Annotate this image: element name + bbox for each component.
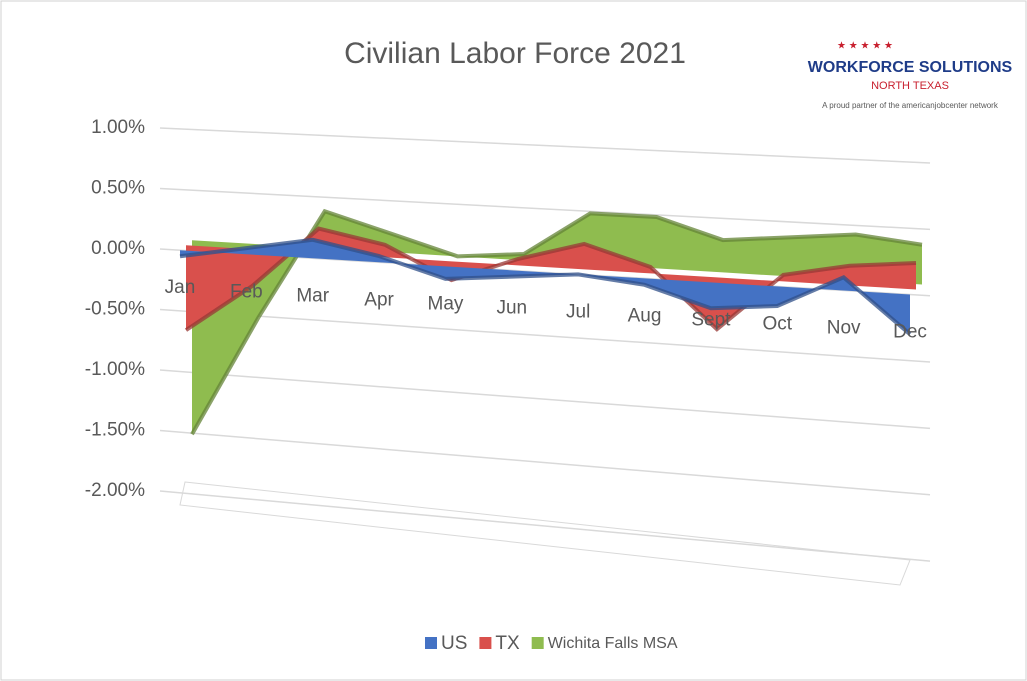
logo-tagline: A proud partner of the americanjobcenter… xyxy=(822,101,999,110)
x-tick-label: Oct xyxy=(762,313,792,334)
legend: US TX Wichita Falls MSA xyxy=(425,633,678,654)
grid-line xyxy=(159,369,931,430)
y-tick-label: 0.00% xyxy=(91,238,145,259)
chart-title: Civilian Labor Force 2021 xyxy=(344,37,686,70)
y-tick-label: -1.00% xyxy=(85,359,145,380)
y-tick-label: -1.50% xyxy=(85,420,145,441)
legend-label: Wichita Falls MSA xyxy=(548,635,678,652)
legend-label: US xyxy=(441,633,467,654)
area-fill xyxy=(192,211,922,435)
x-tick-label: Apr xyxy=(364,289,394,310)
grid-line xyxy=(159,429,931,496)
x-tick-label: Sept xyxy=(691,309,731,330)
y-tick-label: -2.00% xyxy=(85,480,145,501)
logo-stars: ★ ★ ★ ★ ★ xyxy=(837,41,893,52)
grid-line xyxy=(159,490,931,562)
legend-swatch xyxy=(425,637,437,649)
x-tick-label: Jan xyxy=(165,277,196,298)
logo-name: WORKFORCE SOLUTIONS xyxy=(808,59,1013,76)
legend-swatch xyxy=(479,637,492,649)
area-top xyxy=(179,237,912,336)
y-tick-label: 0.50% xyxy=(91,178,145,199)
x-tick-label: May xyxy=(428,293,464,314)
x-tick-label: Dec xyxy=(893,322,927,343)
x-tick-label: Feb xyxy=(230,281,263,302)
legend-swatch xyxy=(531,637,544,649)
x-tick-label: Nov xyxy=(827,317,861,338)
x-tick-label: Mar xyxy=(296,285,329,306)
x-tick-label: Jul xyxy=(566,301,590,322)
area-top xyxy=(184,226,917,332)
floor xyxy=(179,481,911,586)
grid-line xyxy=(159,187,931,231)
grid-line xyxy=(159,127,931,164)
x-tick-label: Jun xyxy=(496,297,527,318)
grid-line xyxy=(159,308,931,363)
logo-region: NORTH TEXAS xyxy=(871,80,949,92)
y-tick-label: 1.00% xyxy=(91,117,145,138)
y-tick-label: -0.50% xyxy=(85,299,145,320)
x-tick-label: Aug xyxy=(628,305,662,326)
legend-label: TX xyxy=(495,633,520,654)
area-top xyxy=(190,208,923,436)
